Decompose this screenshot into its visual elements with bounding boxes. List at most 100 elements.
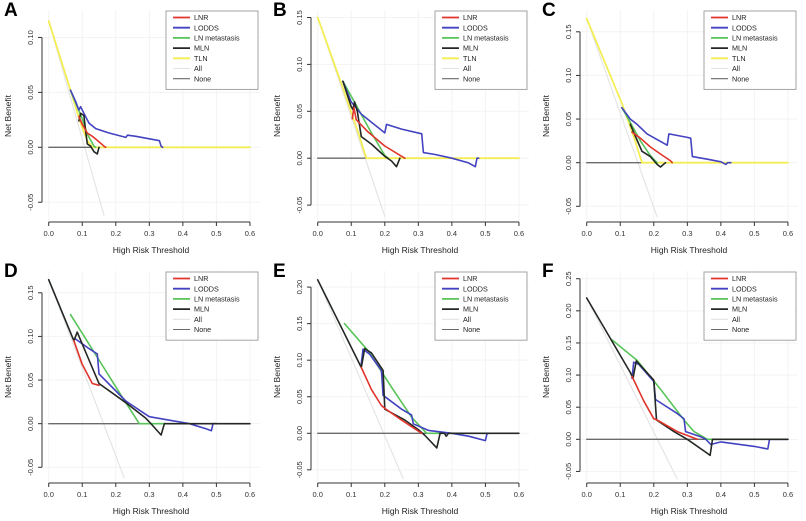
- y-tick-label: 0.15: [564, 24, 573, 39]
- x-tick-label: 0.0: [581, 229, 591, 238]
- series-tln-line: [585, 17, 789, 164]
- panel-c-chart: 0.0 0.1 0.2 0.3 0.4 0.5 0.6 -0.05 0.00 0.05 0.10 0.…: [541, 10, 798, 255]
- panel-d-label: D: [4, 261, 18, 282]
- x-tick-label: 0.3: [682, 229, 692, 238]
- legend-label-all: All: [463, 64, 471, 73]
- panel-c: C 0.0 0.1 0.2 0.3 0.4 0.5 0.6 -0.05 0.00 0.05 0.10…: [538, 0, 806, 260]
- legend-label-tln: TLN: [194, 54, 208, 63]
- series-all-line: [586, 18, 658, 218]
- y-tick-label: 0.20: [564, 303, 573, 318]
- x-tick-label: 0.2: [380, 229, 390, 238]
- y-tick-label: 0.05: [26, 85, 35, 100]
- x-tick-label: 0.4: [447, 490, 457, 499]
- panel-a: A 0.0 0.1 0.2 0.3 0.4 0.5 0.6 -0.05 0.00 0.05 0.10…: [0, 0, 268, 260]
- x-axis-title: High Risk Threshold: [651, 245, 728, 255]
- series-lodds-line: [342, 80, 480, 168]
- series-mln-line: [629, 123, 667, 168]
- x-tick-label: 0.6: [514, 490, 524, 499]
- legend-label-lnr: LNR: [732, 274, 746, 283]
- legend-label-none: None: [732, 74, 749, 83]
- series-lnr-line: [631, 131, 673, 164]
- legend-box: [703, 10, 797, 90]
- y-axis-title: Net Benefit: [3, 355, 13, 398]
- axes: 0.0 0.1 0.2 0.3 0.4 0.5 0.6 -0.05 0.00 0.05 0.10 0.…: [295, 10, 524, 238]
- x-tick-label: 0.6: [783, 490, 793, 499]
- x-tick-label: 0.6: [245, 490, 255, 499]
- x-tick-label: 0.3: [413, 229, 423, 238]
- legend-label-all: All: [194, 315, 202, 324]
- legend-box: [165, 10, 259, 90]
- x-tick-label: 0.3: [144, 490, 154, 499]
- legend-label-lodds: LODDS: [732, 284, 757, 293]
- y-tick-label: 0.10: [564, 368, 573, 383]
- panel-a-label: A: [4, 0, 18, 21]
- legend-label-none: None: [194, 325, 211, 334]
- panel-d-chart: 0.0 0.1 0.2 0.3 0.4 0.5 0.6 -0.05 0.00 0.05 0.10 0.…: [3, 271, 260, 516]
- legend-label-mln: MLN: [463, 44, 478, 53]
- y-tick-label: 0.00: [295, 151, 304, 166]
- y-tick-label: 0.15: [564, 336, 573, 351]
- panel-b-label: B: [273, 0, 287, 21]
- y-tick-label: -0.05: [26, 194, 35, 211]
- legend-label-lnr: LNR: [463, 13, 477, 22]
- x-tick-label: 0.4: [178, 490, 188, 499]
- x-tick-label: 0.6: [514, 229, 524, 238]
- x-tick-label: 0.1: [346, 490, 356, 499]
- x-tick-label: 0.5: [480, 229, 490, 238]
- legend-label-tln: TLN: [732, 54, 746, 63]
- y-tick-label: 0.00: [564, 432, 573, 447]
- y-tick-label: 0.05: [564, 400, 573, 415]
- legend-box: [434, 271, 528, 341]
- y-tick-label: -0.05: [295, 197, 304, 214]
- series-lnr-line: [360, 366, 423, 435]
- legend-label-lnr: LNR: [194, 274, 208, 283]
- legend-box: [165, 271, 259, 341]
- y-axis-title: Net Benefit: [3, 94, 13, 137]
- legend-label-lodds: LODDS: [463, 284, 488, 293]
- y-tick-label: 0.10: [295, 57, 304, 72]
- x-axis-title: High Risk Threshold: [113, 506, 190, 516]
- legend-label-mln: MLN: [194, 305, 209, 314]
- panel-e-label: E: [273, 261, 286, 282]
- x-tick-label: 0.5: [211, 229, 221, 238]
- series-lnr-line: [351, 106, 406, 159]
- y-tick-label: 0.15: [26, 285, 35, 300]
- legend-label-all: All: [463, 315, 471, 324]
- y-tick-label: 0.05: [295, 104, 304, 119]
- series-lodds-line: [69, 89, 164, 149]
- series-lodds-line: [621, 106, 732, 166]
- y-tick-label: -0.05: [295, 461, 304, 478]
- legend-label-lodds: LODDS: [732, 23, 757, 32]
- x-tick-label: 0.6: [783, 229, 793, 238]
- y-tick-label: 0.10: [295, 353, 304, 368]
- series-lnr-line: [78, 115, 107, 149]
- panel-a-chart: 0.0 0.1 0.2 0.3 0.4 0.5 0.6 -0.05 0.00 0.05 0.10 Hi…: [3, 10, 260, 255]
- x-tick-label: 0.3: [413, 490, 423, 499]
- series-lodds-line: [360, 348, 490, 442]
- x-tick-label: 0.4: [716, 229, 726, 238]
- panel-d: D 0.0 0.1 0.2 0.3 0.4 0.5 0.6 -0.05 0.00 0.05 0.10…: [0, 261, 268, 521]
- legend-label-lodds: LODDS: [194, 284, 219, 293]
- x-tick-label: 0.5: [480, 490, 490, 499]
- x-tick-label: 0.4: [716, 490, 726, 499]
- y-tick-label: 0.00: [295, 426, 304, 441]
- y-axis-title: Net Benefit: [541, 94, 551, 137]
- x-tick-label: 0.1: [77, 490, 87, 499]
- y-tick-label: 0.10: [26, 329, 35, 344]
- legend-label-all: All: [732, 64, 740, 73]
- legend-box: [703, 271, 797, 341]
- axes: 0.0 0.1 0.2 0.3 0.4 0.5 0.6 -0.05 0.00 0.05 0.10 0.…: [564, 24, 793, 238]
- x-tick-label: 0.0: [43, 490, 53, 499]
- panel-f: F 0.0 0.1 0.2 0.3 0.4 0.5 0.6 -0.05 0.00 0.05 0.10…: [538, 261, 806, 521]
- series-mln-line: [78, 112, 100, 155]
- legend-label-tln: TLN: [463, 54, 477, 63]
- x-tick-label: 0.1: [615, 490, 625, 499]
- x-tick-label: 0.0: [581, 490, 591, 499]
- legend-label-lnr: LNR: [732, 13, 746, 22]
- legend-label-all: All: [732, 315, 740, 324]
